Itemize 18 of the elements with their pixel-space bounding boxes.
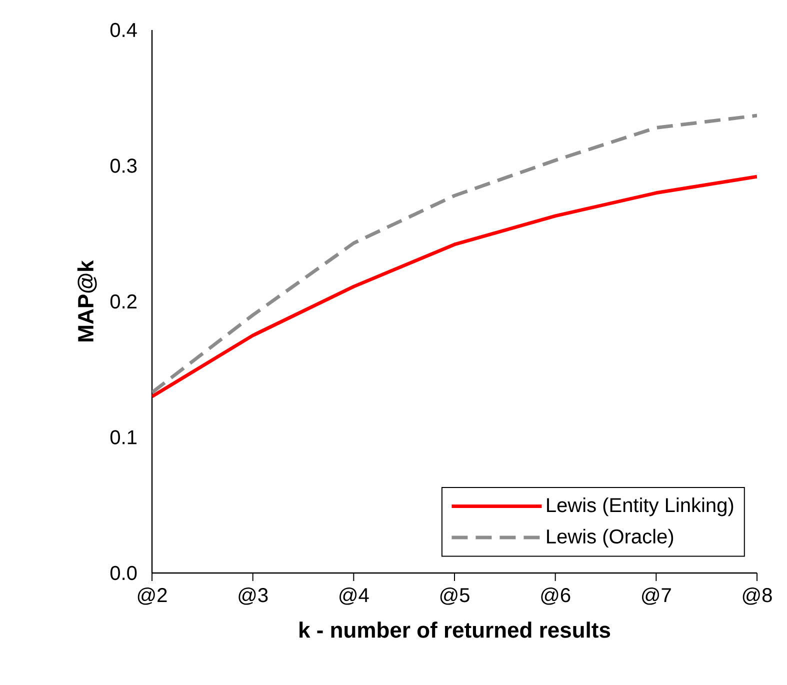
x-tick-label: @6 — [541, 588, 570, 605]
y-tick-label: 0.0 — [110, 566, 137, 580]
x-tick-label: @5 — [440, 588, 470, 605]
x-tick-label: @7 — [642, 588, 671, 605]
y-tick-label: 0.2 — [110, 294, 136, 309]
x-tick-label: @3 — [238, 588, 268, 605]
x-tick-label: @2 — [138, 588, 167, 605]
x-tick-label: @4 — [340, 588, 369, 605]
line-series — [152, 174, 757, 398]
x-axis-title: k - number of returned results — [300, 622, 610, 638]
x-tick-label: @8 — [742, 588, 772, 605]
legend-label: Lewis (Oracle) — [547, 528, 674, 548]
y-tick-label: 0.4 — [110, 22, 137, 38]
legend-label: Lewis (Entity Linking) — [547, 498, 734, 516]
y-tick-label: 0.1 — [110, 430, 136, 444]
y-axis-title: MAP@k — [77, 260, 97, 342]
line-series — [152, 114, 757, 394]
y-tick-label: 0.3 — [110, 158, 137, 173]
